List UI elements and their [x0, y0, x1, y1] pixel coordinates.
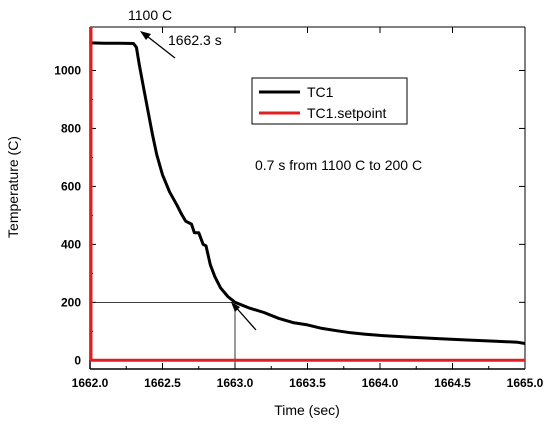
x-tick-label: 1665.0: [507, 376, 544, 390]
x-ticks: 1662.0 1662.5 1663.0 1663.5 1664.0 1664.5 1665…: [72, 27, 544, 390]
legend-box: [251, 77, 408, 125]
x-tick-label: 1663.5: [289, 376, 326, 390]
x-axis-title: Time (sec): [274, 402, 340, 418]
peak-arrow: [140, 31, 176, 59]
y-tick-label: 400: [61, 237, 81, 251]
x-tick-label: 1664.5: [434, 376, 471, 390]
y-tick-label: 200: [61, 295, 81, 309]
y-tick-label: 600: [61, 179, 81, 193]
x-tick-label: 1664.0: [362, 376, 399, 390]
legend-label-setpoint: TC1.setpoint: [307, 105, 386, 121]
annotation-peak-value: 1100 C: [128, 7, 172, 23]
annotation-duration: 0.7 s from 1100 C to 200 C: [255, 157, 422, 173]
y-axis-title: Temperature (C): [5, 136, 21, 238]
series-line-tc1: [89, 41, 526, 345]
plot-area: 1662.0 1662.5 1663.0 1663.5 1664.0 1664.5 1665…: [54, 26, 544, 390]
x-tick-label: 1663.0: [217, 376, 254, 390]
y-tick-label: 0: [74, 353, 81, 367]
crossing-arrow: [231, 302, 257, 331]
x-tick-label: 1662.5: [144, 376, 181, 390]
y-ticks: 0 200 400 600 800 1000: [54, 63, 525, 367]
series-layer: [89, 27, 526, 362]
legend-label-tc1: TC1: [307, 84, 334, 100]
legend: TC1 TC1.setpoint: [251, 77, 408, 125]
y-tick-label: 1000: [54, 63, 81, 77]
x-tick-label: 1662.0: [72, 376, 109, 390]
reference-lines: [90, 301, 236, 369]
y-tick-label: 800: [61, 121, 81, 135]
annotation-peak-time: 1662.3 s: [168, 32, 222, 48]
